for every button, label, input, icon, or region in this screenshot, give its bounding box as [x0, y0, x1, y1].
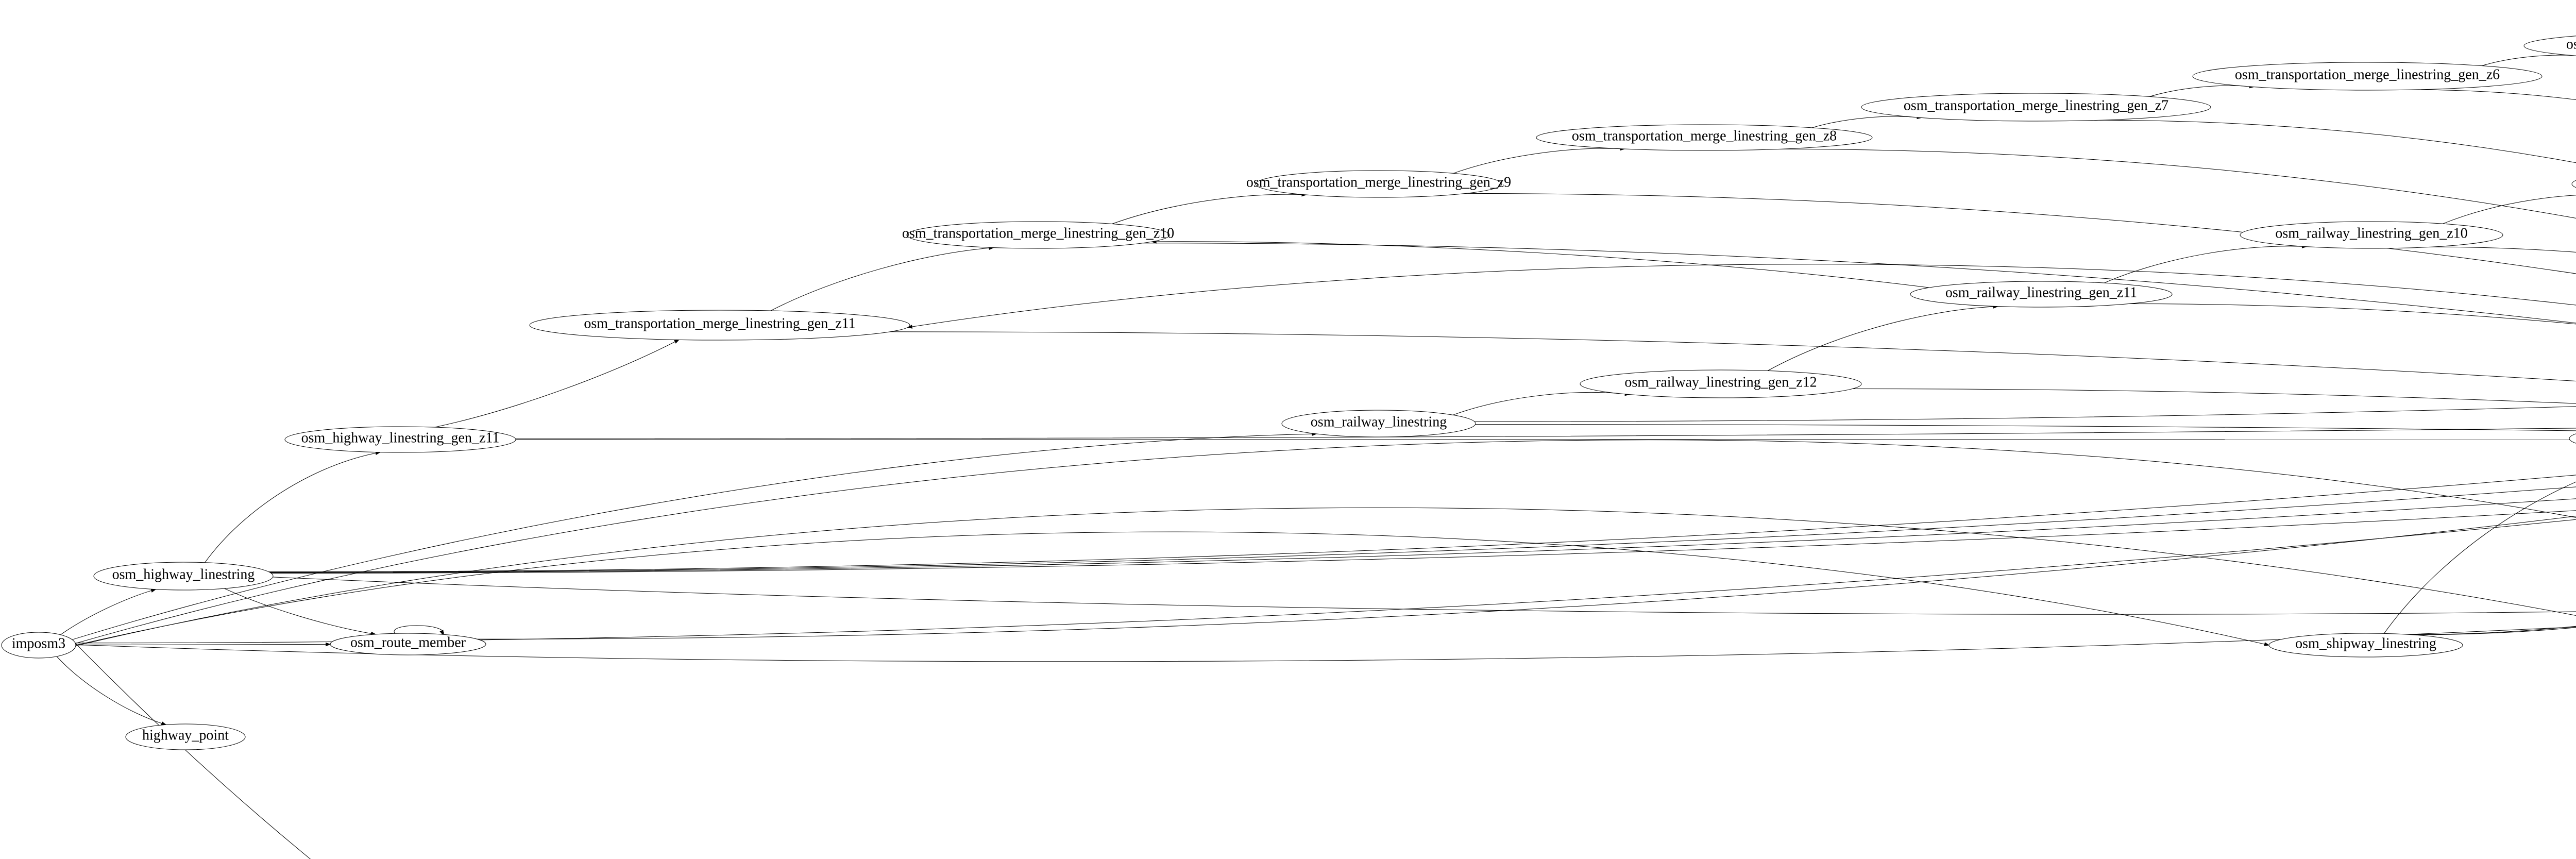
svg-text:osm_transportation_merge_lines: osm_transportation_merge_linestring_gen_… [584, 316, 855, 332]
svg-text:osm_transportation_merge_lines: osm_transportation_merge_linestring_gen_… [2235, 67, 2500, 83]
svg-text:osm_railway_linestring_gen_z10: osm_railway_linestring_gen_z10 [2275, 226, 2467, 242]
svg-text:osm_highway_linestring_gen_z11: osm_highway_linestring_gen_z11 [301, 430, 500, 446]
svg-text:osm_railway_linestring_gen_z11: osm_railway_linestring_gen_z11 [1945, 285, 2137, 301]
svg-text:osm_highway_linestring: osm_highway_linestring [112, 567, 255, 583]
svg-text:osm_railway_linestring: osm_railway_linestring [1311, 414, 1447, 430]
svg-text:osm_transportation_merge_lines: osm_transportation_merge_linestring_gen_… [1572, 128, 1837, 144]
svg-text:osm_transportation_merge_lines: osm_transportation_merge_linestring_gen_… [902, 226, 1174, 242]
svg-text:osm_railway_linestring_gen_z12: osm_railway_linestring_gen_z12 [1624, 375, 1817, 391]
svg-text:highway_point: highway_point [142, 728, 229, 744]
svg-text:osm_transportation_merge_lines: osm_transportation_merge_linestring_gen_… [1904, 98, 2168, 114]
svg-text:osm_transportation_merge_lines: osm_transportation_merge_linestring_gen_… [1246, 175, 1511, 191]
svg-text:osm_shipway_linestring: osm_shipway_linestring [2295, 636, 2436, 652]
svg-text:osm_transportation_merge_lines: osm_transportation_merge_linestring_gen_… [2566, 37, 2576, 53]
svg-text:imposm3: imposm3 [12, 636, 65, 652]
svg-text:osm_route_member: osm_route_member [350, 635, 466, 651]
